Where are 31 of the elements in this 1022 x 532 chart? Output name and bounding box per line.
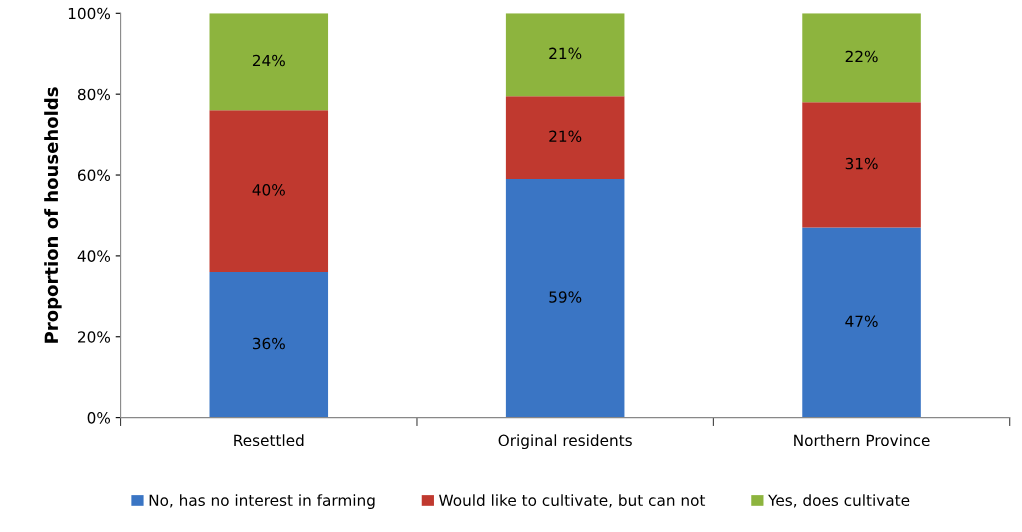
data-label: 40% [252,184,285,196]
bar [802,102,921,228]
data-label: 59% [549,291,582,303]
data-label: 24% [252,54,285,67]
x-tick-label: Original residents [498,434,632,450]
bar [505,96,625,180]
y-tick-label: 100% [68,7,111,20]
bar [505,13,625,97]
y-tick-label: 40% [77,250,111,262]
bar [802,227,921,418]
data-label: 31% [845,157,878,170]
legend-label: Would like to cultivate, but can not [439,494,706,508]
data-label: 36% [252,337,285,350]
legend-label: No, has no interest in farming [149,494,375,509]
bar [505,179,625,418]
y-tick-label: 80% [77,88,111,101]
y-tick-label: 20% [78,331,111,343]
data-label: 47% [845,315,878,328]
data-label: 21% [549,47,582,60]
x-tick-label: Northern Province [794,434,930,447]
legend-label: Yes, does cultivate [768,494,910,508]
data-label: 22% [845,50,878,63]
y-axis-title: Proportion of households [44,87,62,343]
bar [209,272,329,418]
bar [802,13,921,103]
bar [209,110,329,273]
y-tick-label: 0% [87,412,111,424]
x-tick-label: Resettled [234,434,304,447]
bar [209,13,329,111]
y-tick-label: 60% [77,169,111,182]
data-label: 21% [549,130,582,143]
